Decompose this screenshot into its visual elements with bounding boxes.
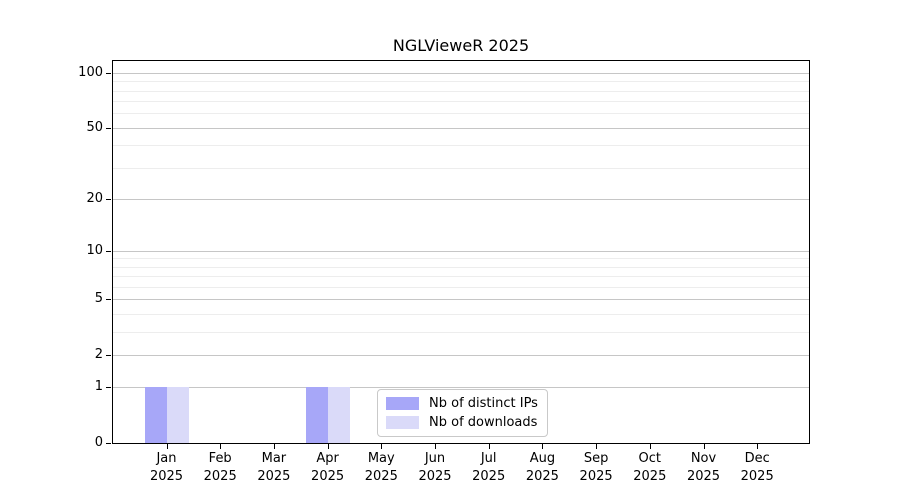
y-tick-label: 2 <box>94 346 103 362</box>
y-tick-label: 0 <box>94 435 103 450</box>
x-tick-label: Feb 2025 <box>203 451 237 484</box>
bar-distinct-ips <box>305 387 328 443</box>
x-tick-mark <box>435 444 436 449</box>
gridline-minor <box>113 145 809 147</box>
plot-canvas <box>113 61 809 443</box>
x-tick-label: Jun 2025 <box>418 451 452 484</box>
bar-downloads <box>327 387 350 443</box>
legend-label: Nb of distinct IPs <box>429 396 538 411</box>
x-tick-label: Jul 2025 <box>472 451 506 484</box>
gridline-major <box>113 354 809 356</box>
gridline-minor <box>113 167 809 169</box>
y-tick-mark <box>106 198 111 200</box>
legend-entry: Nb of downloads <box>386 415 538 430</box>
gridline-major <box>113 72 809 74</box>
x-tick-mark <box>381 444 383 449</box>
gridline-minor <box>113 313 809 315</box>
x-tick-label: Nov 2025 <box>686 451 721 484</box>
y-tick-label: 10 <box>86 242 103 258</box>
x-tick-mark <box>596 444 598 449</box>
gridline-minor <box>113 331 809 333</box>
plot-area <box>112 60 810 444</box>
gridline-minor <box>113 90 809 92</box>
gridline-major <box>113 250 809 252</box>
y-tick-label: 50 <box>86 119 103 135</box>
gridline-minor <box>113 266 809 268</box>
x-tick-mark <box>649 444 651 449</box>
x-tick-label: Dec 2025 <box>740 451 774 484</box>
legend-swatch-distinct-ips <box>386 397 419 410</box>
gridline-minor <box>113 101 809 103</box>
y-tick-label: 100 <box>78 64 103 80</box>
y-tick-mark <box>106 443 111 444</box>
chart-title: NGLVieweR 2025 <box>392 36 530 55</box>
y-tick-label: 5 <box>94 291 103 307</box>
y-tick-mark <box>106 127 111 129</box>
x-tick-label: Mar 2025 <box>257 451 291 484</box>
y-tick-mark <box>106 250 111 252</box>
x-tick-label: Sep 2025 <box>579 451 613 484</box>
gridline-minor <box>113 258 809 260</box>
y-tick-mark <box>106 387 111 389</box>
x-tick-mark <box>220 444 222 449</box>
y-tick-mark <box>106 72 111 74</box>
x-tick-label: Jan 2025 <box>149 451 184 484</box>
x-tick-label: Oct 2025 <box>633 451 667 484</box>
gridline-minor <box>113 113 809 115</box>
y-tick-mark <box>106 299 111 301</box>
gridline-minor <box>113 81 809 83</box>
x-tick-mark <box>542 444 544 449</box>
bar-downloads <box>166 387 189 443</box>
x-tick-mark <box>273 444 275 449</box>
y-tick-mark <box>106 354 111 356</box>
legend-entry: Nb of distinct IPs <box>386 396 538 411</box>
x-tick-mark <box>327 444 329 449</box>
x-tick-label: Aug 2025 <box>525 451 559 484</box>
gridline-minor <box>113 276 809 278</box>
x-tick-mark <box>166 444 168 449</box>
y-tick-label: 20 <box>86 190 103 206</box>
x-tick-label: Apr 2025 <box>311 451 345 484</box>
gridline-major <box>113 299 809 301</box>
gridline-major <box>113 198 809 200</box>
gridline-major <box>113 387 809 389</box>
x-tick-mark <box>703 444 705 449</box>
legend-label: Nb of downloads <box>429 415 538 430</box>
legend: Nb of distinct IPs Nb of downloads <box>377 389 548 437</box>
legend-swatch-downloads <box>386 416 419 429</box>
x-tick-label: May 2025 <box>364 451 398 484</box>
gridline-major <box>113 127 809 129</box>
x-tick-mark <box>488 444 490 449</box>
y-tick-label: 1 <box>94 379 103 395</box>
x-tick-mark <box>757 444 759 449</box>
gridline-minor <box>113 286 809 288</box>
bar-distinct-ips <box>144 387 167 443</box>
